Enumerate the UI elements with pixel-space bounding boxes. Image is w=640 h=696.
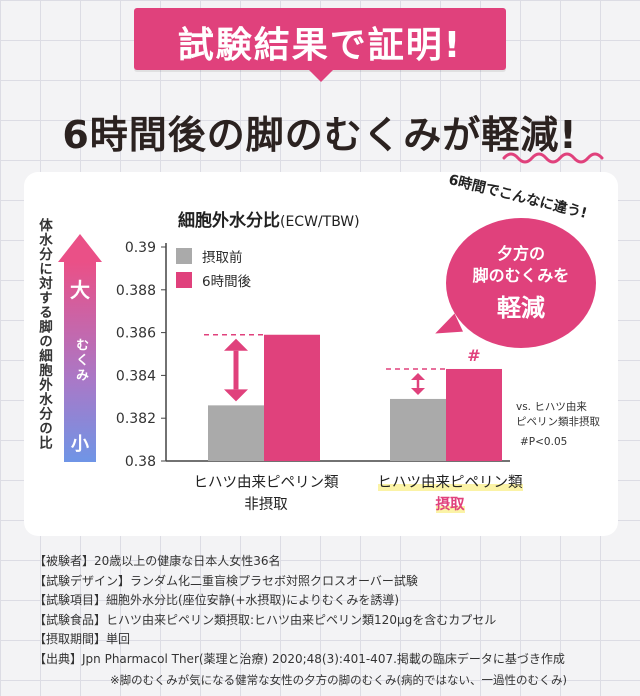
info-subjects: 【被験者】20歳以上の健康な日本人女性36名 xyxy=(34,554,281,568)
arrow-bottom-label: 小 xyxy=(71,434,89,455)
squiggle-underline xyxy=(502,152,604,164)
note-line1: vs. ヒハツ由来 xyxy=(516,401,587,413)
category-label-intake: ヒハツ由来ピペリン類 摂取 xyxy=(360,472,540,516)
y-tick-label: 0.386 xyxy=(116,326,156,342)
footnote: ※脚のむくみが気になる健常な女性の夕方の脚のむくみ(病的ではない、一過性のむくみ… xyxy=(110,673,567,687)
category-control-line2: 非摂取 xyxy=(244,497,288,513)
callout-bubble: 夕方の 脚のむくみを 軽減 xyxy=(446,218,596,348)
arrow-top-label: 大 xyxy=(70,278,90,302)
legend-label-before: 摂取前 xyxy=(202,250,243,266)
info-period: 【摂取期間】単回 xyxy=(34,632,131,647)
y-tick-label: 0.388 xyxy=(116,283,156,299)
legend-swatch-before xyxy=(176,248,192,264)
bar-after-1 xyxy=(446,368,502,461)
difference-arrow-head-down xyxy=(224,389,248,402)
arrow-mid-label: むくみ xyxy=(73,338,88,383)
category-control-line1: ヒハツ由来ピペリン類 xyxy=(193,475,339,491)
y-tick-label: 0.382 xyxy=(116,411,156,427)
note-line2: ピペリン類非摂取 xyxy=(516,416,600,428)
chart-title-main: 細胞外水分比 xyxy=(178,211,280,231)
callout-line1: 夕方の xyxy=(496,244,545,263)
info-design: 【試験デザイン】ランダム化二重盲検プラセボ対照クロスオーバー試験 xyxy=(34,573,418,588)
y-tick-label: 0.384 xyxy=(116,368,156,384)
category-label-control: ヒハツ由来ピペリン類 非摂取 xyxy=(176,472,356,516)
callout-line3: 軽減 xyxy=(497,294,545,322)
bar-before-0 xyxy=(208,405,264,461)
legend-label-after: 6時間後 xyxy=(202,274,252,290)
arrow-body xyxy=(64,262,96,462)
headline: 6時間後の脚のむくみが軽減! xyxy=(62,113,578,157)
legend-item-before: 摂取前 xyxy=(176,244,251,268)
legend-item-after: 6時間後 xyxy=(176,268,251,292)
significance-mark: # xyxy=(467,346,480,365)
chart-title: 細胞外水分比(ECW/TBW) xyxy=(178,206,360,231)
difference-arrow-head-up xyxy=(411,372,425,380)
title-banner: 試験結果で証明! xyxy=(134,8,506,70)
comparison-note: vs. ヒハツ由来 ピペリン類非摂取 xyxy=(516,400,600,430)
difference-arrow-head-up xyxy=(224,338,248,351)
banner-tail xyxy=(309,70,333,82)
info-source: 【出典】Jpn Pharmacol Ther(薬理と治療) 2020;48(3)… xyxy=(34,651,565,666)
study-info: 【被験者】20歳以上の健康な日本人女性36名 【試験デザイン】ランダム化二重盲検… xyxy=(34,552,565,670)
chart-legend: 摂取前 6時間後 xyxy=(176,244,251,292)
arrow-head xyxy=(58,234,102,262)
difference-arrow-head-down xyxy=(411,387,425,395)
swelling-arrow: 大 むくみ 小 xyxy=(58,234,102,462)
callout-line2: 脚のむくみを xyxy=(472,266,570,285)
category-intake-line1: ヒハツ由来ピペリン類 xyxy=(377,475,523,491)
significance-note: #P<0.05 xyxy=(520,436,568,448)
bar-before-1 xyxy=(390,398,446,461)
legend-swatch-after xyxy=(176,272,192,288)
y-tick-label: 0.38 xyxy=(125,454,156,470)
banner-title: 試験結果で証明! xyxy=(177,25,463,66)
category-intake-line2: 摂取 xyxy=(435,497,465,513)
left-axis-label: 体水分に対する脚の細胞外水分の比 xyxy=(36,218,52,450)
info-items: 【試験項目】細胞外水分比(座位安静(+水摂取)によりむくみを誘導) xyxy=(34,593,400,608)
y-tick-label: 0.39 xyxy=(125,240,156,256)
bar-after-0 xyxy=(264,334,320,461)
chart-title-sub: (ECW/TBW) xyxy=(280,214,360,230)
info-food: 【試験食品】ヒハツ由来ピペリン類摂取:ヒハツ由来ピペリン類120μgを含むカプセ… xyxy=(34,612,497,627)
